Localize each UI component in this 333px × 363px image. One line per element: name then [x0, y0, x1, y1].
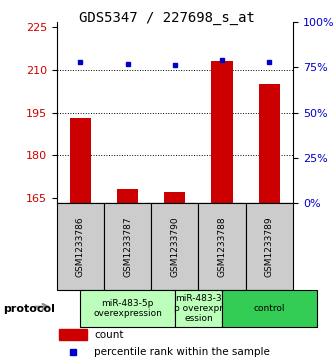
- Bar: [222, 290, 317, 327]
- Bar: [151, 203, 198, 290]
- Bar: [59, 329, 87, 340]
- Text: percentile rank within the sample: percentile rank within the sample: [95, 347, 270, 357]
- Text: protocol: protocol: [3, 304, 55, 314]
- Bar: [104, 203, 151, 290]
- Bar: [259, 84, 280, 203]
- Bar: [117, 189, 138, 203]
- Text: GSM1233790: GSM1233790: [170, 216, 179, 277]
- Text: miR-483-5p
overexpression: miR-483-5p overexpression: [93, 299, 162, 318]
- Text: miR-483-3
p overexpr
ession: miR-483-3 p overexpr ession: [174, 294, 223, 323]
- Text: control: control: [254, 304, 285, 313]
- Text: GSM1233787: GSM1233787: [123, 216, 132, 277]
- Text: count: count: [95, 330, 124, 339]
- Bar: [175, 290, 222, 327]
- Bar: [57, 203, 104, 290]
- Text: GSM1233788: GSM1233788: [217, 216, 227, 277]
- Text: GDS5347 / 227698_s_at: GDS5347 / 227698_s_at: [79, 11, 254, 25]
- Bar: [198, 203, 246, 290]
- Bar: [246, 203, 293, 290]
- Bar: [211, 61, 233, 203]
- Text: GSM1233786: GSM1233786: [76, 216, 85, 277]
- Bar: [80, 290, 175, 327]
- Bar: [70, 118, 91, 203]
- Bar: [164, 192, 185, 203]
- Text: GSM1233789: GSM1233789: [265, 216, 274, 277]
